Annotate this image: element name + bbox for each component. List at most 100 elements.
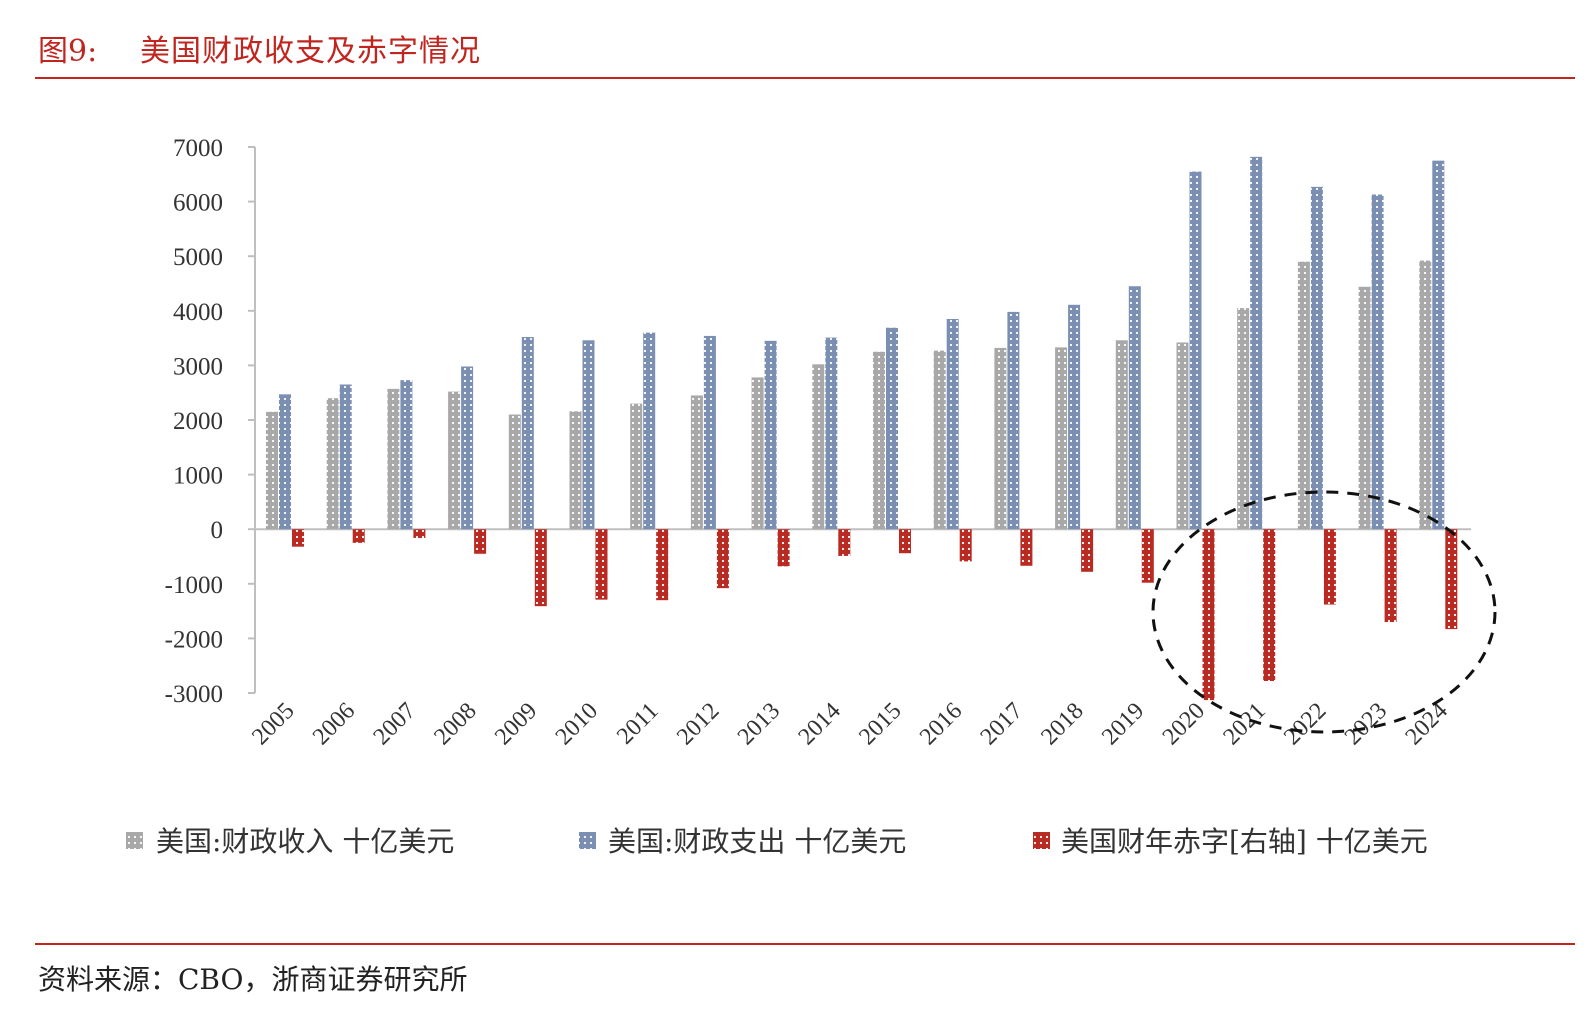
spending-bar (946, 318, 959, 530)
spending-bar (1128, 286, 1141, 530)
y-tick-label: 0 (211, 517, 224, 544)
spending-bar (886, 327, 898, 530)
spending-bar (825, 337, 838, 530)
deficit-bar (838, 529, 851, 556)
deficit-bar (1323, 529, 1336, 605)
revenue-bar (812, 364, 825, 530)
revenue-bar (508, 414, 521, 530)
x-tick-label: 2005 (247, 698, 299, 750)
x-tick-label: 2012 (672, 698, 724, 750)
deficit-bar (1202, 529, 1215, 701)
x-tick-label: 2024 (1401, 698, 1453, 750)
deficit-bar (1263, 529, 1276, 681)
chart-legend: 美国:财政收入 十亿美元 美国:财政支出 十亿美元 美国财年赤字[右轴] 十亿美元 (126, 825, 1428, 858)
revenue-bar (266, 411, 278, 530)
legend-swatch (126, 832, 143, 849)
revenue-bar (1419, 260, 1432, 530)
revenue-bar (387, 388, 400, 530)
x-tick-label: 2008 (429, 698, 481, 750)
y-tick-label: 6000 (173, 190, 223, 217)
spending-bar (279, 394, 291, 530)
deficit-bar (1384, 529, 1397, 623)
x-tick-label: 2013 (733, 698, 785, 750)
spending-bar (1432, 160, 1445, 530)
y-tick-label: -3000 (165, 681, 223, 708)
deficit-bar (474, 529, 487, 554)
revenue-bar (1115, 340, 1128, 530)
spending-bar (1068, 304, 1081, 530)
x-tick-label: 2007 (369, 698, 421, 750)
spending-bar (1007, 311, 1020, 530)
x-tick-label: 2020 (1158, 698, 1210, 750)
revenue-bar (1358, 286, 1371, 530)
legend-label: 美国:财政支出 十亿美元 (608, 825, 906, 858)
highlight-ellipse (1151, 490, 1497, 734)
y-tick-label: 4000 (173, 299, 223, 326)
x-tick-label: 2017 (976, 698, 1028, 750)
revenue-bar (873, 351, 885, 530)
x-tick-label: 2010 (551, 698, 603, 750)
legend-swatch (579, 832, 596, 849)
y-tick-label: -1000 (165, 572, 223, 599)
y-tick-label: 2000 (173, 408, 223, 435)
spending-bar (582, 340, 595, 530)
revenue-bar (690, 395, 703, 530)
figure-title: 美国财政收支及赤字情况 (140, 34, 481, 69)
spending-bar (461, 366, 474, 530)
y-tick-label: 7000 (173, 135, 223, 162)
spending-bar (1310, 186, 1323, 530)
x-tick-label: 2018 (1036, 698, 1088, 750)
revenue-bar (630, 403, 643, 530)
deficit-bar (1020, 529, 1033, 566)
y-tick-label: 5000 (173, 244, 223, 271)
revenue-bar (994, 347, 1007, 530)
chart-bars (266, 156, 1458, 701)
revenue-bar (569, 411, 582, 530)
deficit-bar (292, 529, 304, 547)
chart-axes: 7000 6000 5000 4000 3000 2000 1000 0 -1000 -2000 -… (165, 135, 1471, 708)
revenue-bar (1176, 342, 1189, 530)
deficit-bar (899, 529, 911, 554)
x-tick-label: 2011 (612, 698, 664, 750)
figure-label: 图9: (38, 34, 98, 69)
deficit-bar (959, 529, 972, 562)
deficit-bar (656, 529, 669, 601)
x-tick-label: 2014 (794, 698, 846, 750)
deficit-bar (595, 529, 608, 600)
legend-swatch (1033, 832, 1050, 849)
x-tick-label: 2016 (915, 698, 967, 750)
x-tick-label: 2019 (1097, 698, 1149, 750)
spending-bar (339, 384, 352, 530)
deficit-bar (1081, 529, 1094, 572)
deficit-bar (352, 529, 365, 543)
deficit-bar (716, 529, 729, 589)
spending-bar (703, 335, 716, 530)
revenue-bar (448, 391, 461, 530)
legend-label: 美国财年赤字[右轴] 十亿美元 (1061, 825, 1428, 858)
footer-rule (35, 943, 1575, 945)
x-axis-labels: 2005 2006 2007 2008 2009 2010 2011 2012 2013 2014… (247, 698, 1453, 750)
y-tick-label: -2000 (165, 626, 223, 653)
deficit-bar (534, 529, 547, 607)
x-tick-label: 2022 (1279, 698, 1331, 750)
deficit-bar (1445, 529, 1458, 630)
revenue-bar (1055, 347, 1068, 530)
spending-bar (764, 340, 777, 530)
revenue-bar (751, 377, 764, 530)
spending-bar (1250, 156, 1263, 530)
legend-label: 美国:财政收入 十亿美元 (156, 825, 454, 858)
spending-bar (643, 332, 656, 530)
x-tick-label: 2021 (1218, 698, 1270, 750)
bar-chart: 7000 6000 5000 4000 3000 2000 1000 0 -1000 -2000 -… (126, 135, 1497, 858)
revenue-bar (933, 350, 946, 530)
revenue-bar (1297, 261, 1310, 530)
x-tick-label: 2009 (490, 698, 542, 750)
deficit-bar (1141, 529, 1154, 583)
spending-bar (521, 337, 534, 530)
y-tick-label: 1000 (173, 463, 223, 490)
spending-bar (1371, 194, 1384, 530)
x-tick-label: 2006 (308, 698, 360, 750)
y-tick-label: 3000 (173, 353, 223, 380)
header-rule (35, 77, 1575, 79)
deficit-bar (777, 529, 790, 567)
